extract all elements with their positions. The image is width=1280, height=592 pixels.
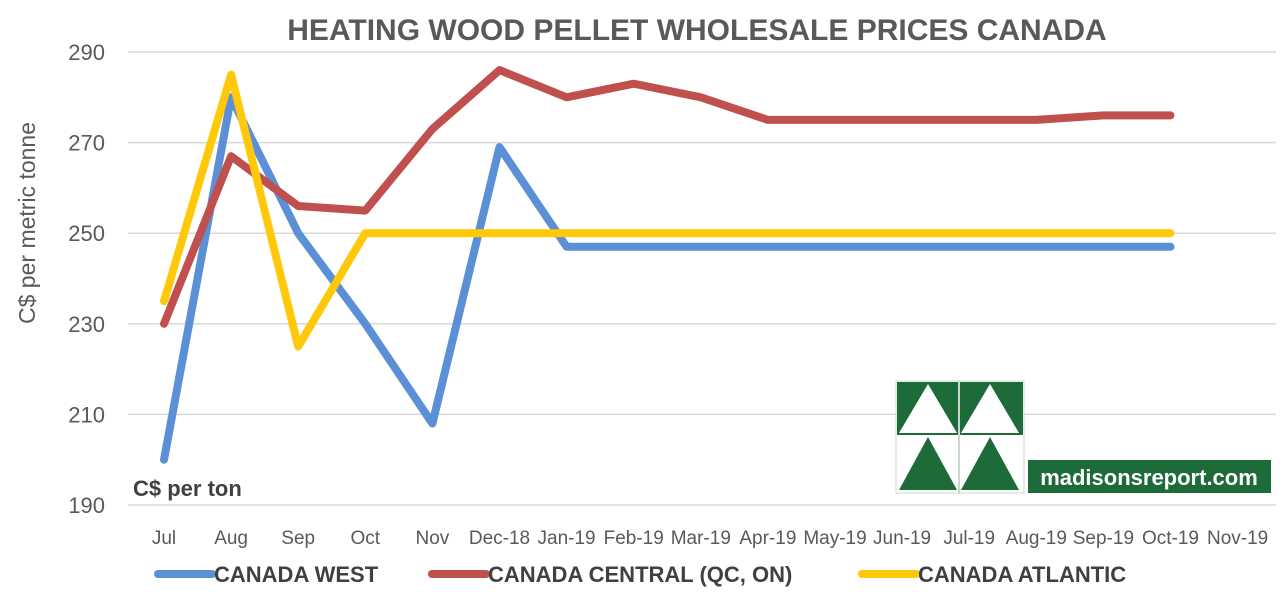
triangle-pattern-logo-icon xyxy=(895,380,1025,494)
data-point xyxy=(297,205,299,207)
x-tick-label: Sep xyxy=(281,528,315,549)
x-tick-label: Oct-19 xyxy=(1142,528,1199,549)
legend-label: CANADA CENTRAL (QC, ON) xyxy=(488,562,792,587)
data-point xyxy=(700,96,702,98)
data-point xyxy=(230,155,232,157)
x-tick-label: Jan-19 xyxy=(538,528,596,549)
data-point xyxy=(163,300,165,302)
data-point xyxy=(499,146,500,148)
x-tick-label: Feb-19 xyxy=(604,528,664,549)
data-point xyxy=(834,232,836,234)
data-point xyxy=(1102,114,1104,116)
data-point xyxy=(834,119,836,121)
data-point xyxy=(566,246,568,248)
data-point xyxy=(1102,232,1104,234)
y-tick-label: 270 xyxy=(68,131,105,156)
data-point xyxy=(499,232,500,234)
y-tick-label: 250 xyxy=(68,221,105,246)
data-point xyxy=(566,232,568,234)
unit-annotation: C$ per ton xyxy=(133,476,242,501)
data-point xyxy=(431,422,433,424)
data-point xyxy=(297,232,299,234)
legend-label: CANADA ATLANTIC xyxy=(918,562,1126,587)
x-tick-label: Apr-19 xyxy=(739,528,796,549)
x-tick-labels: Jul Aug Sep Oct Nov Dec-18 Jan-19 Feb-19 Mar-19 A… xyxy=(152,528,1268,549)
data-point xyxy=(1102,246,1104,248)
data-point xyxy=(1170,246,1171,248)
data-point xyxy=(901,246,903,248)
data-point xyxy=(364,323,366,325)
data-point xyxy=(499,69,500,71)
data-point xyxy=(901,119,903,121)
y-tick-label: 230 xyxy=(68,312,105,337)
x-tick-label: Sep-19 xyxy=(1073,528,1134,549)
x-tick-label: Jul xyxy=(152,528,176,549)
data-point xyxy=(700,232,702,234)
data-point xyxy=(700,246,702,248)
data-point xyxy=(431,128,433,130)
data-point xyxy=(1170,232,1171,234)
data-point xyxy=(633,232,635,234)
x-tick-label: Jun-19 xyxy=(873,528,931,549)
data-point xyxy=(364,210,366,212)
x-tick-label: Jul-19 xyxy=(943,528,995,549)
data-point xyxy=(163,459,165,461)
data-point xyxy=(163,323,165,325)
x-tick-label: May-19 xyxy=(803,528,866,549)
data-point xyxy=(566,96,568,98)
y-tick-labels: 190 210 230 250 270 290 xyxy=(68,40,105,518)
gridlines xyxy=(128,51,1276,506)
data-point xyxy=(968,119,970,121)
data-point xyxy=(364,232,366,234)
data-point xyxy=(968,232,970,234)
madisons-logo: madisonsreport.com xyxy=(895,380,1271,494)
data-point xyxy=(633,83,635,85)
x-tick-label: Aug xyxy=(214,528,248,549)
data-point xyxy=(297,345,299,347)
series-lines xyxy=(160,66,1175,464)
series-line-3 xyxy=(160,70,1175,351)
data-point xyxy=(230,96,232,98)
x-tick-label: Nov xyxy=(416,528,450,549)
logo-text: madisonsreport.com xyxy=(1040,465,1258,490)
data-point xyxy=(834,246,836,248)
data-point xyxy=(230,74,232,76)
x-tick-label: Aug-19 xyxy=(1006,528,1067,549)
y-tick-label: 210 xyxy=(68,402,105,427)
y-tick-label: 290 xyxy=(68,40,105,65)
data-point xyxy=(767,246,769,248)
legend-label: CANADA WEST xyxy=(214,562,379,587)
data-point xyxy=(1170,114,1171,116)
chart-title: HEATING WOOD PELLET WHOLESALE PRICES CAN… xyxy=(287,14,1106,47)
data-point xyxy=(1035,246,1037,248)
series-line-2 xyxy=(160,66,1175,328)
series-line-1 xyxy=(160,93,1175,464)
data-point xyxy=(1035,232,1037,234)
data-point xyxy=(968,246,970,248)
data-point xyxy=(767,232,769,234)
data-point xyxy=(633,246,635,248)
x-tick-label: Oct xyxy=(351,528,381,549)
x-tick-label: Nov-19 xyxy=(1207,528,1268,549)
data-point xyxy=(431,232,433,234)
x-tick-label: Mar-19 xyxy=(671,528,731,549)
y-axis-label: C$ per metric tonne xyxy=(14,122,40,324)
x-tick-label: Dec-18 xyxy=(469,528,530,549)
y-tick-label: 190 xyxy=(68,493,105,518)
data-point xyxy=(901,232,903,234)
data-point xyxy=(767,119,769,121)
legend: CANADA WEST CANADA CENTRAL (QC, ON) CANADA… xyxy=(154,562,1126,587)
data-point xyxy=(1035,119,1037,121)
